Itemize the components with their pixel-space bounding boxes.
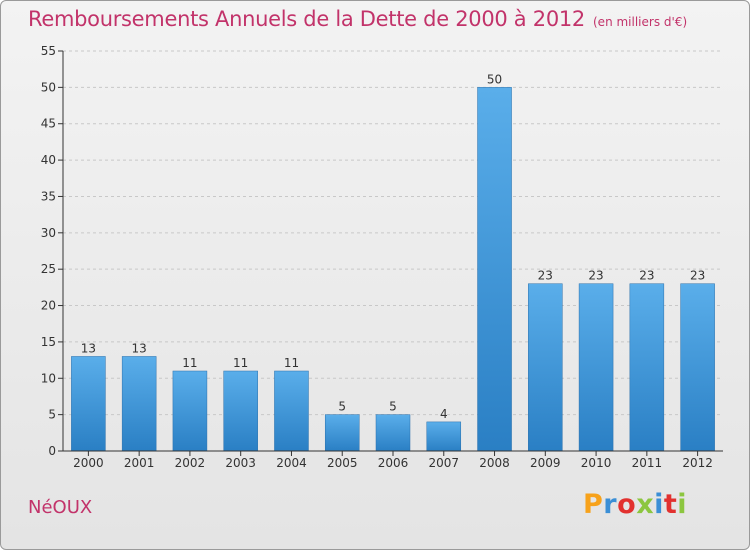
x-tick-label: 2000 [73,456,104,470]
y-tick-label: 55 [41,44,56,58]
bar-2006[interactable] [375,414,411,452]
y-tick-label: 50 [41,80,56,94]
y-tick-label: 15 [41,335,56,349]
x-tick-label: 2008 [479,456,510,470]
labels: 0510152025303540455055132000132001112002… [41,44,713,470]
bar-2012[interactable] [680,283,715,452]
bars [71,87,715,452]
bar-value-label: 23 [588,269,603,283]
town-name: NéOUX [28,497,93,518]
y-tick-label: 0 [48,444,56,458]
x-tick-label: 2002 [175,456,206,470]
bar-2004[interactable] [274,370,309,452]
bar-value-label: 5 [338,400,346,414]
bar-value-label: 11 [233,356,248,370]
chart-title: Remboursements Annuels de la Dette de 20… [28,7,687,31]
bar-2005[interactable] [324,414,360,452]
bar-value-label: 23 [538,269,553,283]
x-tick-label: 2007 [428,456,459,470]
bar-value-label: 4 [440,407,448,421]
x-tick-label: 2006 [378,456,409,470]
y-tick-label: 25 [41,262,56,276]
y-tick-label: 10 [41,371,56,385]
y-tick-label: 20 [41,299,56,313]
bar-2002[interactable] [172,370,208,452]
y-tick-label: 45 [41,117,56,131]
bar-value-label: 50 [487,72,502,86]
bar-value-label: 13 [132,341,147,355]
bar-value-label: 11 [284,356,299,370]
y-tick-label: 30 [41,226,56,240]
bar-2007[interactable] [426,421,462,452]
x-tick-label: 2004 [276,456,307,470]
bar-2008[interactable] [477,87,512,452]
bar-value-label: 5 [389,400,397,414]
y-tick-label: 40 [41,153,56,167]
bar-value-label: 23 [690,269,705,283]
bar-value-label: 13 [81,341,96,355]
bar-2003[interactable] [223,370,258,452]
y-tick-label: 35 [41,189,56,203]
gridlines [63,50,723,416]
bar-value-label: 11 [182,356,197,370]
proxiti-logo[interactable]: Proxiti [583,489,688,520]
x-tick-label: 2003 [225,456,256,470]
y-tick-label: 5 [48,408,56,422]
bar-2010[interactable] [578,283,614,452]
x-tick-label: 2005 [327,456,358,470]
bar-2009[interactable] [528,283,563,452]
bar-2000[interactable] [71,356,106,452]
x-tick-label: 2011 [632,456,663,470]
axes [58,50,723,456]
chart-subtitle: (en milliers d'€) [593,15,688,29]
x-tick-label: 2010 [581,456,612,470]
bar-value-label: 23 [639,269,654,283]
x-tick-label: 2009 [530,456,561,470]
x-tick-label: 2001 [124,456,155,470]
chart-title-text: Remboursements Annuels de la Dette de 20… [28,7,585,31]
bar-2001[interactable] [121,356,157,452]
x-tick-label: 2012 [682,456,713,470]
bar-2011[interactable] [629,283,665,452]
